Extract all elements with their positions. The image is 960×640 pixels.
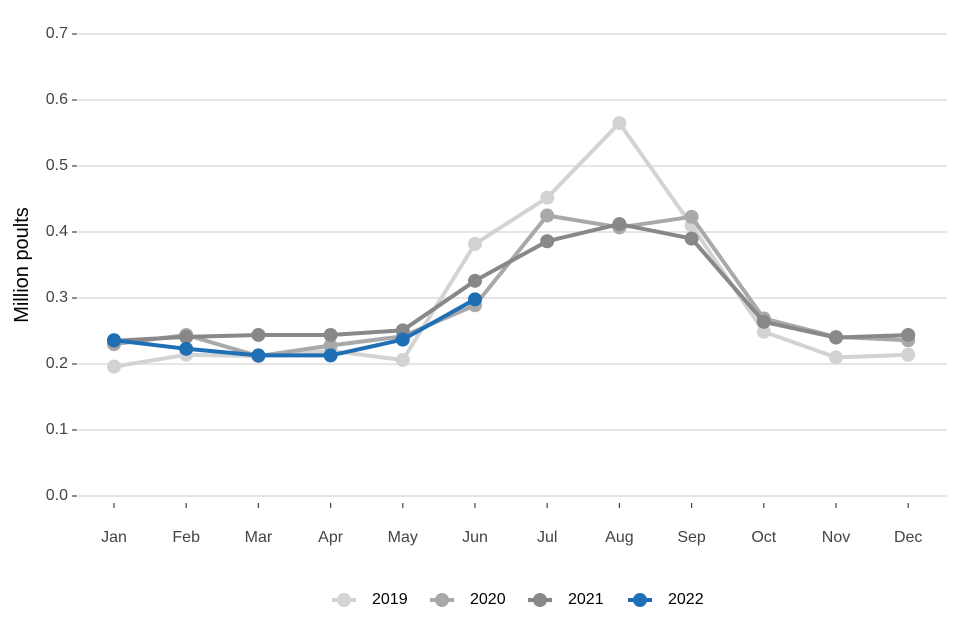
x-tick-label: Aug <box>605 529 633 546</box>
legend: 2019 2020 2021 2022 <box>332 591 704 608</box>
data-point-2021-feb <box>179 329 194 344</box>
legend-item-2019: 2019 <box>332 591 408 608</box>
x-tick-label: Oct <box>751 529 776 546</box>
legend-label: 2019 <box>372 591 408 608</box>
series-lines <box>107 116 916 374</box>
data-point-2022-may <box>395 332 410 347</box>
x-tick-label: Nov <box>822 529 850 546</box>
data-point-2020-jul <box>540 208 555 223</box>
data-point-2022-jan <box>107 333 121 348</box>
x-tick-label: Dec <box>894 529 922 546</box>
data-point-2021-jul <box>540 234 555 249</box>
x-tick-label: Feb <box>172 529 200 546</box>
x-tick-label: Apr <box>318 529 344 546</box>
series-2022 <box>107 292 482 363</box>
legend-label: 2020 <box>470 591 506 608</box>
y-tick-label: 0.2 <box>46 355 68 372</box>
data-point-2022-feb <box>179 341 194 356</box>
data-point-2022-apr <box>323 348 338 363</box>
y-tick-label: 0.6 <box>46 91 68 108</box>
legend-item-2022: 2022 <box>628 591 704 608</box>
series-line-2019 <box>112 121 911 369</box>
data-point-2022-jun <box>468 292 482 307</box>
x-tick-label: Jul <box>537 529 557 546</box>
y-tick-label: 0.7 <box>46 25 68 42</box>
y-tick-label: 0.5 <box>46 157 68 174</box>
data-point-2019-jun <box>468 236 482 251</box>
data-point-2021-dec <box>901 327 916 342</box>
legend-label: 2022 <box>668 591 704 608</box>
data-point-2022-mar <box>251 348 266 363</box>
data-point-2019-dec <box>901 347 916 362</box>
data-point-2019-may <box>395 353 410 368</box>
x-tick-label: Sep <box>677 529 706 546</box>
data-point-2021-aug <box>612 217 627 232</box>
gridlines <box>78 33 947 497</box>
data-point-2021-mar <box>251 327 266 342</box>
data-point-2021-oct <box>756 314 771 329</box>
y-axis-title: Million poults <box>11 207 33 323</box>
data-point-2021-jun <box>468 273 482 288</box>
legend-item-2020: 2020 <box>430 591 506 608</box>
x-axis: Jan Feb Mar Apr May Jun Jul Aug Sep Oct Nov Dec <box>101 503 922 546</box>
data-point-2019-jul <box>540 190 555 205</box>
x-tick-label: Mar <box>245 529 273 546</box>
legend-swatch-marker <box>337 593 351 607</box>
x-tick-label: Jan <box>101 529 127 546</box>
y-axis: 0.0 0.1 0.2 0.3 0.4 0.5 0.6 0.7 <box>46 25 77 504</box>
data-point-2020-apr <box>323 338 338 353</box>
data-point-2019-jan <box>107 359 121 374</box>
legend-item-2021: 2021 <box>528 591 604 608</box>
legend-swatch-marker <box>435 593 449 607</box>
data-point-2021-sep <box>684 231 699 246</box>
data-point-2020-sep <box>684 209 699 224</box>
data-point-2019-oct <box>756 324 771 339</box>
data-point-2021-apr <box>323 327 338 342</box>
x-tick-label: Jun <box>462 529 488 546</box>
series-2021 <box>107 217 916 348</box>
series-line-2022 <box>112 297 477 358</box>
y-tick-label: 0.3 <box>46 289 68 306</box>
series-line-2021 <box>112 222 911 343</box>
y-tick-label: 0.4 <box>46 223 68 240</box>
data-point-2019-nov <box>829 350 843 365</box>
y-tick-label: 0.0 <box>46 487 68 504</box>
data-point-2021-nov <box>829 330 843 345</box>
data-point-2019-aug <box>612 116 627 131</box>
x-tick-label: May <box>388 529 418 546</box>
y-tick-label: 0.1 <box>46 421 68 438</box>
legend-swatch-marker <box>533 593 547 607</box>
legend-label: 2021 <box>568 591 604 608</box>
legend-swatch-marker <box>633 593 647 607</box>
